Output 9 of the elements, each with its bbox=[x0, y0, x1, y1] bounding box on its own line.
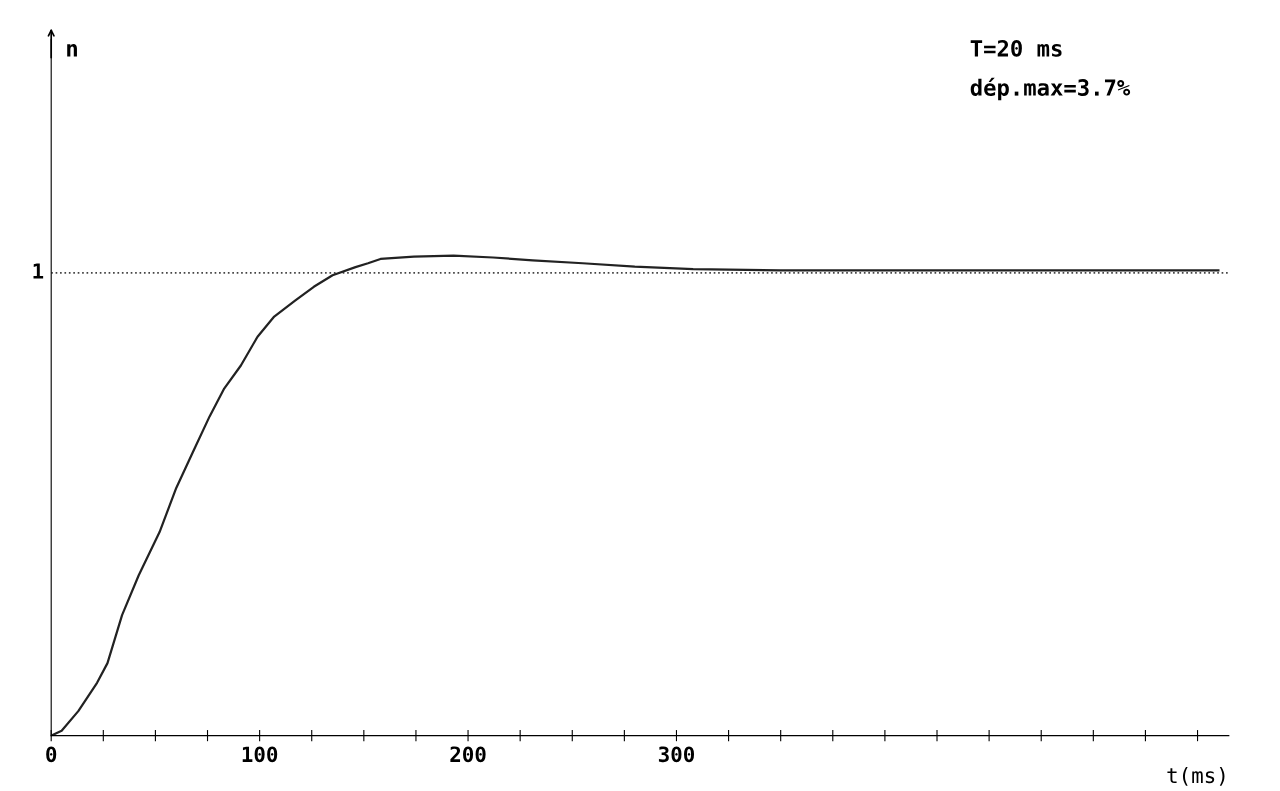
text: n bbox=[67, 43, 77, 57]
ref-line-label: 1 bbox=[33, 263, 44, 279]
x-tick-label: 300 bbox=[658, 746, 695, 763]
x-tick-label: 200 bbox=[450, 746, 486, 763]
x-tick-label: 100 bbox=[242, 746, 278, 763]
x-axis-title: t(ms) bbox=[1167, 767, 1225, 786]
x-tick-label: 0 bbox=[46, 746, 57, 763]
text: T=20 ms bbox=[970, 39, 1062, 57]
text: dép.max=3.7% bbox=[970, 77, 1131, 101]
